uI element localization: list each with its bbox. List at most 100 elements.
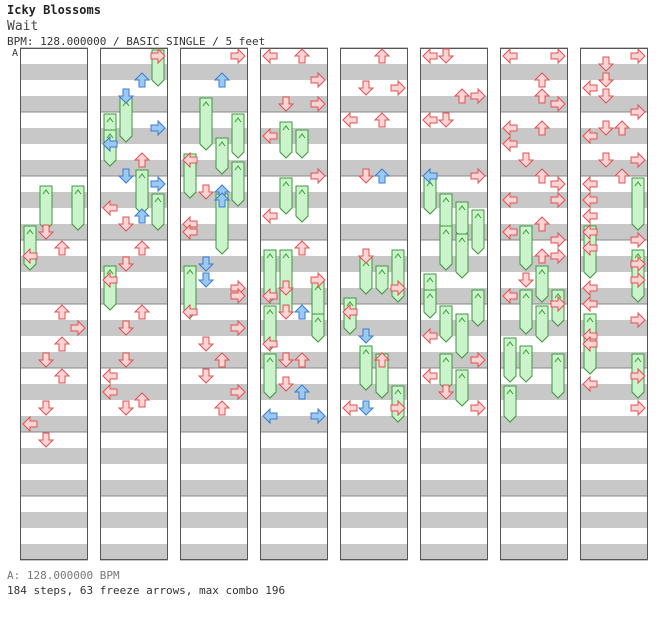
beat-stripe xyxy=(20,384,88,400)
beat-stripe xyxy=(260,320,328,336)
up-arrow-icon xyxy=(533,216,551,232)
down-arrow-icon xyxy=(597,88,615,104)
song-subtitle: Wait xyxy=(7,19,39,34)
beat-stripe xyxy=(260,160,328,176)
freeze-arrow xyxy=(215,137,229,175)
beat-stripe xyxy=(580,64,648,80)
left-arrow-icon xyxy=(582,279,598,297)
freeze-arrow xyxy=(279,121,293,159)
down-arrow-icon xyxy=(437,384,455,400)
column-frame xyxy=(500,48,568,560)
beat-stripe xyxy=(580,544,648,560)
freeze-head xyxy=(394,253,402,259)
beat-stripe xyxy=(100,192,168,208)
left-arrow-icon xyxy=(582,223,598,241)
beat-stripe xyxy=(500,320,568,336)
beat-stripe xyxy=(420,160,488,176)
up-arrow-icon xyxy=(613,168,631,184)
freeze-head xyxy=(298,189,306,195)
left-arrow-icon xyxy=(262,207,278,225)
beat-stripe xyxy=(260,352,328,368)
freeze-head xyxy=(314,317,322,323)
freeze-arrow xyxy=(631,177,645,231)
up-arrow-icon xyxy=(373,112,391,128)
left-arrow-icon xyxy=(102,271,118,289)
freeze-head xyxy=(522,293,530,299)
freeze-arrow xyxy=(455,233,469,279)
beat-stripe xyxy=(20,512,88,528)
up-arrow-icon xyxy=(133,152,151,168)
beat-stripe xyxy=(260,64,328,80)
freeze-arrow xyxy=(71,185,85,231)
freeze-head xyxy=(426,277,434,283)
left-arrow-icon xyxy=(502,135,518,153)
freeze-arrow xyxy=(455,313,469,359)
right-arrow-icon xyxy=(230,319,246,337)
measure-column xyxy=(580,47,648,561)
beat-stripe xyxy=(100,320,168,336)
column-frame xyxy=(100,48,168,560)
up-arrow-icon xyxy=(53,304,71,320)
beat-stripe xyxy=(340,320,408,336)
left-arrow-icon xyxy=(262,127,278,145)
beat-stripe xyxy=(500,288,568,304)
beat-stripe xyxy=(580,192,648,208)
beat-stripe xyxy=(340,128,408,144)
freeze-head xyxy=(282,181,290,187)
beat-stripe xyxy=(100,288,168,304)
beat-stripe xyxy=(340,416,408,432)
right-arrow-icon xyxy=(630,255,646,273)
left-arrow-icon xyxy=(582,335,598,353)
up-arrow-icon xyxy=(213,192,231,208)
freeze-head xyxy=(426,293,434,299)
beat-stripe xyxy=(340,352,408,368)
up-arrow-icon xyxy=(213,400,231,416)
up-arrow-icon xyxy=(133,208,151,224)
freeze-arrow xyxy=(231,113,245,159)
down-arrow-icon xyxy=(37,352,55,368)
left-arrow-icon xyxy=(582,375,598,393)
beat-stripe xyxy=(100,256,168,272)
left-arrow-icon xyxy=(22,247,38,265)
beat-stripe xyxy=(180,416,248,432)
down-arrow-icon xyxy=(117,256,135,272)
right-arrow-icon xyxy=(550,95,566,113)
left-arrow-icon xyxy=(262,47,278,65)
down-arrow-icon xyxy=(357,248,375,264)
beat-stripe xyxy=(420,320,488,336)
down-arrow-icon xyxy=(37,432,55,448)
up-arrow-icon xyxy=(293,352,311,368)
freeze-head xyxy=(266,357,274,363)
beat-stripe xyxy=(340,224,408,240)
measure-column xyxy=(420,47,488,561)
left-arrow-icon xyxy=(502,47,518,65)
down-arrow-icon xyxy=(597,120,615,136)
freeze-arrow xyxy=(215,193,229,255)
beat-stripe xyxy=(580,448,648,464)
freeze-head xyxy=(298,133,306,139)
freeze-head xyxy=(522,349,530,355)
beat-stripe xyxy=(260,128,328,144)
right-arrow-icon xyxy=(630,399,646,417)
down-arrow-icon xyxy=(277,280,295,296)
right-arrow-icon xyxy=(550,175,566,193)
left-arrow-icon xyxy=(502,223,518,241)
down-arrow-icon xyxy=(277,96,295,112)
freeze-arrow xyxy=(135,169,149,215)
right-arrow-icon xyxy=(630,103,646,121)
beat-stripe xyxy=(580,512,648,528)
beat-stripe xyxy=(180,64,248,80)
freeze-head xyxy=(554,293,562,299)
beat-stripe xyxy=(260,448,328,464)
freeze-arrow xyxy=(471,209,485,255)
left-arrow-icon xyxy=(342,399,358,417)
freeze-head xyxy=(362,349,370,355)
beat-stripe xyxy=(420,352,488,368)
freeze-head xyxy=(234,165,242,171)
beat-stripe xyxy=(180,160,248,176)
beat-stripe xyxy=(500,352,568,368)
column-frame xyxy=(580,48,648,560)
freeze-head xyxy=(186,269,194,275)
down-arrow-icon xyxy=(117,400,135,416)
beat-stripe xyxy=(420,480,488,496)
